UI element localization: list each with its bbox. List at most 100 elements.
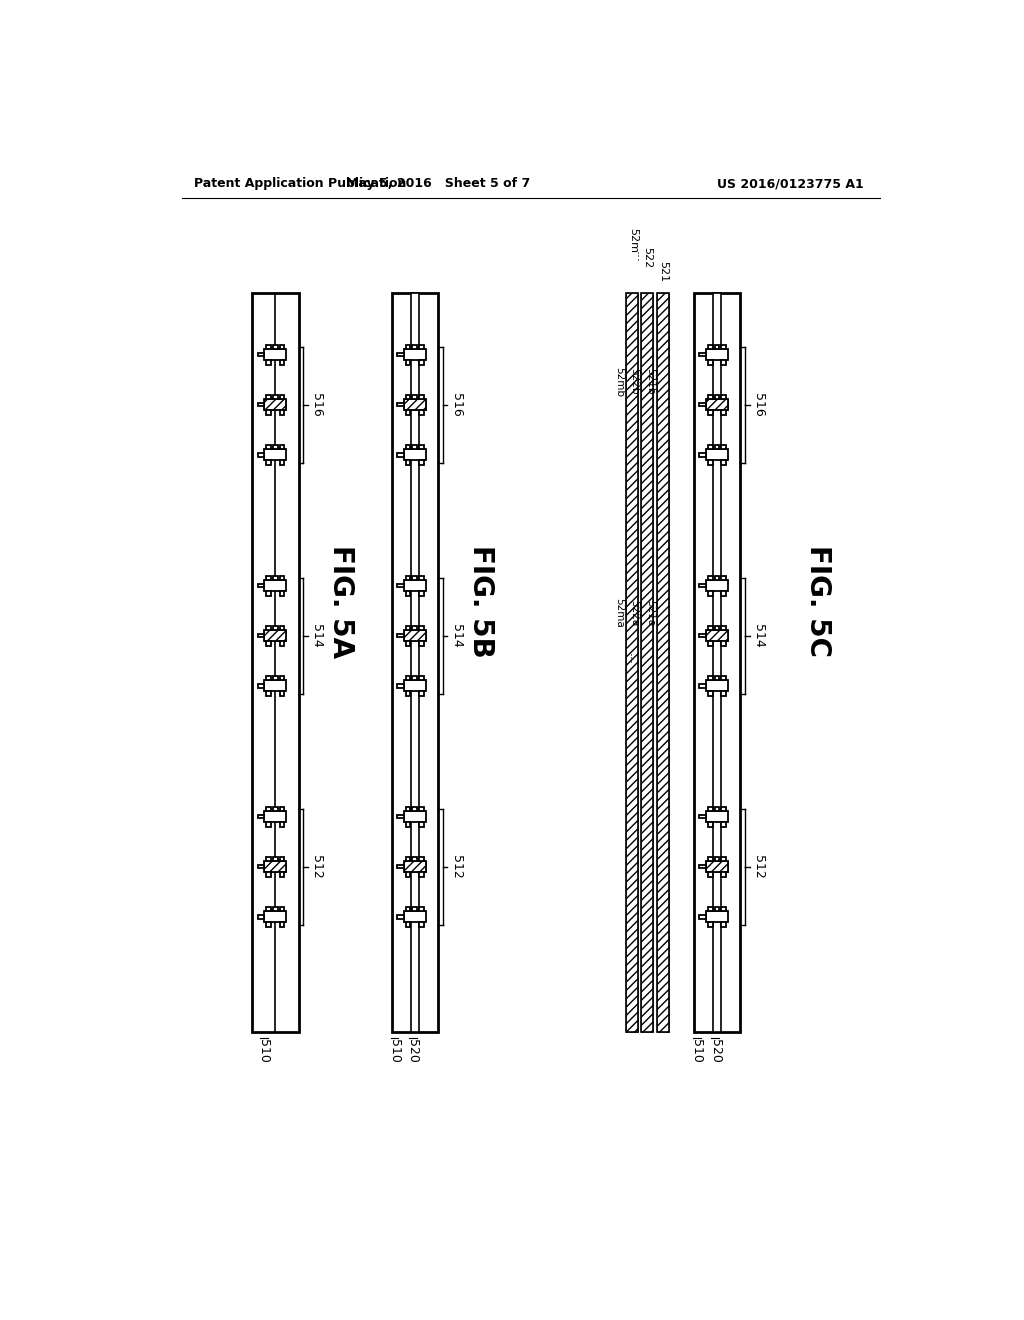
Bar — [715, 857, 720, 862]
Bar — [722, 395, 726, 400]
Text: 52ma: 52ma — [614, 598, 624, 627]
Text: 520: 520 — [709, 1039, 722, 1063]
Bar — [280, 411, 285, 414]
Bar — [391, 293, 438, 1032]
Bar — [266, 923, 270, 927]
Text: 516: 516 — [752, 393, 765, 417]
Bar — [403, 631, 426, 642]
Bar — [708, 626, 713, 631]
Text: FIG. 5C: FIG. 5C — [804, 545, 831, 657]
Bar — [272, 576, 278, 581]
Bar — [266, 591, 270, 595]
Bar — [722, 591, 726, 595]
Bar — [419, 626, 424, 631]
Text: 522: 522 — [642, 247, 652, 268]
Bar — [257, 634, 264, 638]
Text: 521: 521 — [657, 261, 668, 282]
Bar — [707, 350, 728, 360]
Bar — [403, 862, 426, 873]
Bar — [264, 911, 286, 923]
Bar — [708, 576, 713, 581]
Bar — [280, 395, 285, 400]
Bar — [715, 626, 720, 631]
Bar — [272, 395, 278, 400]
Bar — [266, 676, 270, 680]
Bar — [280, 676, 285, 680]
Bar — [715, 445, 720, 449]
Bar — [252, 293, 299, 1032]
Bar — [419, 807, 424, 812]
Bar — [419, 692, 424, 696]
Bar — [406, 626, 411, 631]
Bar — [272, 907, 278, 911]
Bar — [264, 400, 286, 411]
Bar — [397, 352, 403, 356]
Bar — [722, 692, 726, 696]
Bar — [708, 360, 713, 364]
Bar — [266, 692, 270, 696]
Text: US 2016/0123775 A1: US 2016/0123775 A1 — [717, 177, 864, 190]
Bar — [264, 449, 286, 461]
Bar — [419, 461, 424, 465]
Bar — [656, 293, 669, 1032]
Bar — [266, 857, 270, 862]
Bar — [419, 857, 424, 862]
Bar — [272, 626, 278, 631]
Bar — [403, 400, 426, 411]
Bar — [403, 680, 426, 692]
Bar — [715, 395, 720, 400]
Bar — [708, 445, 713, 449]
Bar — [419, 345, 424, 350]
Bar — [280, 807, 285, 812]
Text: 510: 510 — [388, 1039, 401, 1063]
Bar — [641, 293, 653, 1032]
Bar — [707, 680, 728, 692]
Bar — [722, 360, 726, 364]
Bar — [264, 862, 286, 873]
Bar — [406, 591, 411, 595]
Bar — [708, 461, 713, 465]
Bar — [419, 411, 424, 414]
Bar — [656, 293, 669, 1032]
Text: 510: 510 — [690, 1039, 703, 1063]
Bar — [699, 814, 707, 818]
Bar — [264, 631, 286, 642]
Bar — [715, 907, 720, 911]
Bar — [722, 461, 726, 465]
Bar — [266, 461, 270, 465]
Bar — [280, 692, 285, 696]
Bar — [707, 911, 728, 923]
Bar — [626, 293, 638, 1032]
Bar — [708, 345, 713, 350]
Bar — [266, 576, 270, 581]
Bar — [406, 461, 411, 465]
Bar — [406, 873, 411, 876]
Text: ...: ... — [626, 653, 638, 665]
Bar — [722, 411, 726, 414]
Bar — [280, 445, 285, 449]
Bar — [708, 873, 713, 876]
Bar — [403, 581, 426, 591]
Bar — [280, 642, 285, 645]
Bar — [403, 350, 426, 360]
Bar — [397, 814, 403, 818]
Bar — [403, 631, 426, 642]
Bar — [419, 642, 424, 645]
Bar — [403, 812, 426, 822]
Text: 510: 510 — [257, 1039, 270, 1063]
Bar — [266, 445, 270, 449]
Bar — [707, 400, 728, 411]
Bar — [708, 591, 713, 595]
Bar — [419, 676, 424, 680]
Bar — [411, 293, 419, 1032]
Bar — [257, 403, 264, 407]
Bar — [722, 642, 726, 645]
Bar — [257, 352, 264, 356]
Bar — [707, 581, 728, 591]
Bar — [406, 360, 411, 364]
Text: May 5, 2016   Sheet 5 of 7: May 5, 2016 Sheet 5 of 7 — [346, 177, 530, 190]
Bar — [280, 873, 285, 876]
Bar — [722, 576, 726, 581]
Bar — [257, 583, 264, 587]
Bar — [722, 807, 726, 812]
